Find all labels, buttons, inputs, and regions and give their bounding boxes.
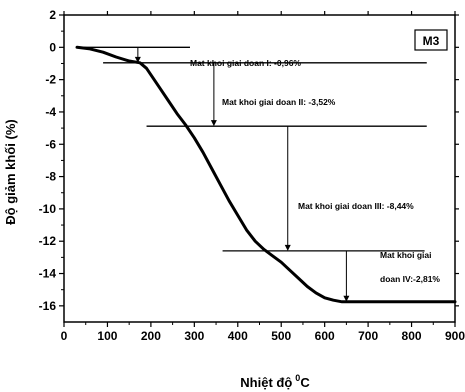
x-axis-title: Nhiệt độ 0C	[240, 373, 310, 390]
y-tick-label: -8	[45, 170, 56, 184]
y-tick-labels: 2 0 -2 -4 -6 -8 -10 -12 -14 -16	[39, 8, 57, 313]
sample-label-box	[414, 29, 448, 51]
x-axis-title-main: Nhiệt độ	[240, 375, 292, 390]
y-tick-label: -2	[45, 73, 56, 87]
stage-arrow-head	[210, 120, 217, 127]
x-tick-label: 600	[315, 329, 335, 343]
y-tick-label: -14	[39, 267, 57, 281]
annotation-stage-4-line-2: doan IV:-2,81%	[380, 274, 440, 284]
y-tick-label: -6	[45, 137, 56, 151]
stage-arrows	[134, 47, 350, 302]
x-tick-labels: 0 100 200 300 400 500 600 700 800 900	[61, 329, 465, 343]
stage-arrow-head	[343, 295, 350, 302]
annotation-stage-1: Mat khoi giai doan I: -0,96%	[190, 58, 301, 68]
x-tick-label: 400	[228, 329, 248, 343]
stage-arrow-head	[134, 56, 141, 63]
x-tick-label: 100	[97, 329, 117, 343]
stage-arrow-head	[284, 244, 291, 251]
y-tick-label: -10	[39, 202, 57, 216]
annotation-stage-2: Mat khoi giai doan II: -3,52%	[222, 97, 336, 107]
x-tick-label: 500	[271, 329, 291, 343]
x-tick-label: 300	[184, 329, 204, 343]
y-tick-label: -16	[39, 299, 57, 313]
y-tick-label: -4	[45, 105, 56, 119]
mass-loss-curve	[75, 45, 457, 304]
x-axis-unit-sup: 0	[295, 373, 300, 383]
y-tick-label: 2	[49, 8, 56, 22]
axes	[59, 11, 459, 327]
annotation-stage-3: Mat khoi giai doan III: -8,44%	[298, 201, 414, 211]
stage-reference-lines	[81, 46, 427, 303]
y-tick-label: 0	[49, 40, 56, 54]
y-tick-label: -12	[39, 234, 57, 248]
x-tick-label: 0	[61, 329, 68, 343]
x-tick-label: 700	[358, 329, 378, 343]
annotation-stage-4-line-1: Mat khoi giai	[380, 250, 431, 260]
sample-label: M3	[423, 34, 440, 48]
x-tick-label: 800	[402, 329, 422, 343]
x-tick-label: 900	[445, 329, 465, 343]
y-axis-title: Độ giảm khối (%)	[3, 119, 18, 224]
x-tick-label: 200	[141, 329, 161, 343]
x-axis-unit-base: C	[300, 375, 310, 390]
